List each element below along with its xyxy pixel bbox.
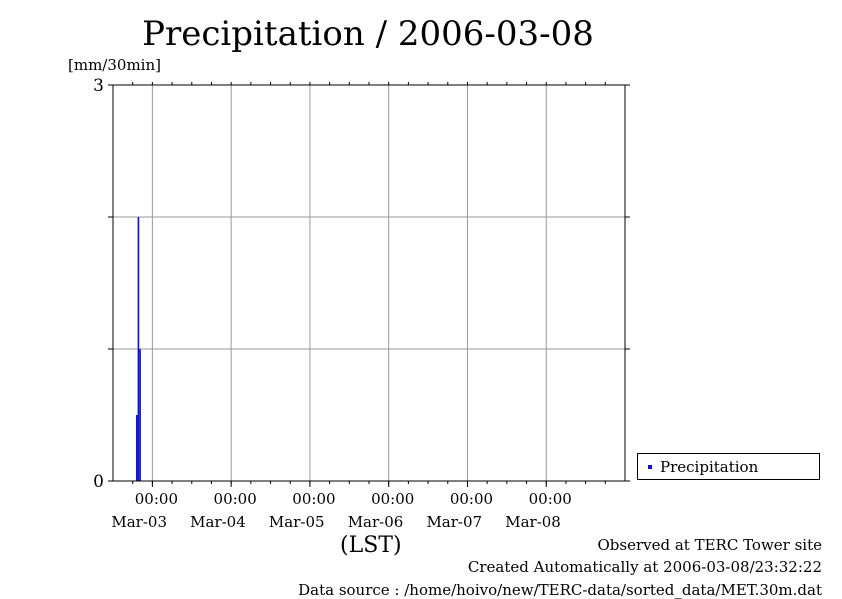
plot-frame — [112, 84, 626, 482]
x-tick-label-time: 00:00 — [292, 490, 335, 508]
y-tick-label: 0 — [93, 472, 104, 492]
x-tick-label-time: 00:00 — [135, 490, 178, 508]
footer-observed: Observed at TERC Tower site — [597, 536, 822, 554]
legend-swatch — [648, 465, 652, 469]
x-tick-label-date: Mar-07 — [426, 513, 482, 531]
chart-title: Precipitation / 2006-03-08 — [142, 14, 594, 54]
legend: Precipitation — [637, 453, 820, 480]
x-tick-label-time: 00:00 — [450, 490, 493, 508]
x-tick-label-date: Mar-03 — [111, 513, 167, 531]
footer-created: Created Automatically at 2006-03-08/23:3… — [467, 558, 822, 576]
x-tick-label-date: Mar-05 — [269, 513, 325, 531]
x-tick-label-time: 00:00 — [214, 490, 257, 508]
bar — [139, 349, 141, 481]
y-axis-label: [mm/30min] — [68, 56, 161, 74]
bar — [137, 217, 140, 481]
x-tick-label-time: 00:00 — [529, 490, 572, 508]
footer-source: Data source : /home/hoivo/new/TERC-data/… — [298, 581, 822, 599]
legend-label: Precipitation — [660, 458, 759, 476]
x-tick-label-date: Mar-08 — [505, 513, 561, 531]
x-tick-label-date: Mar-04 — [190, 513, 246, 531]
y-tick-label: 3 — [93, 76, 104, 96]
x-axis-label: (LST) — [340, 533, 402, 558]
bar — [135, 415, 138, 481]
x-tick-label-time: 00:00 — [371, 490, 414, 508]
x-tick-label-date: Mar-06 — [348, 513, 404, 531]
